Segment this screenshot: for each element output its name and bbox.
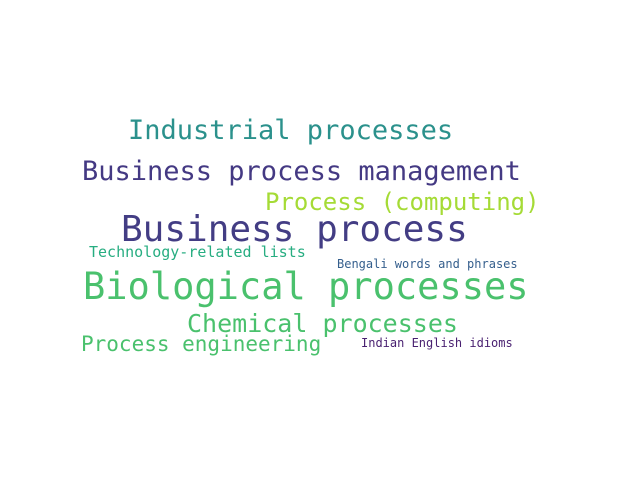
word-bengali-words-and-phrases: Bengali words and phrases bbox=[337, 257, 518, 271]
word-process-computing: Process (computing) bbox=[265, 188, 540, 216]
word-technology-related-lists: Technology-related lists bbox=[89, 243, 306, 261]
word-chemical-processes: Chemical processes bbox=[187, 309, 458, 338]
word-industrial-processes: Industrial processes bbox=[128, 115, 454, 146]
word-indian-english-idioms: Indian English idioms bbox=[361, 336, 513, 350]
word-process-engineering: Process engineering bbox=[81, 332, 322, 356]
word-business-process-management: Business process management bbox=[82, 156, 521, 187]
word-biological-processes: Biological processes bbox=[83, 265, 529, 308]
word-business-process: Business process bbox=[121, 209, 468, 250]
